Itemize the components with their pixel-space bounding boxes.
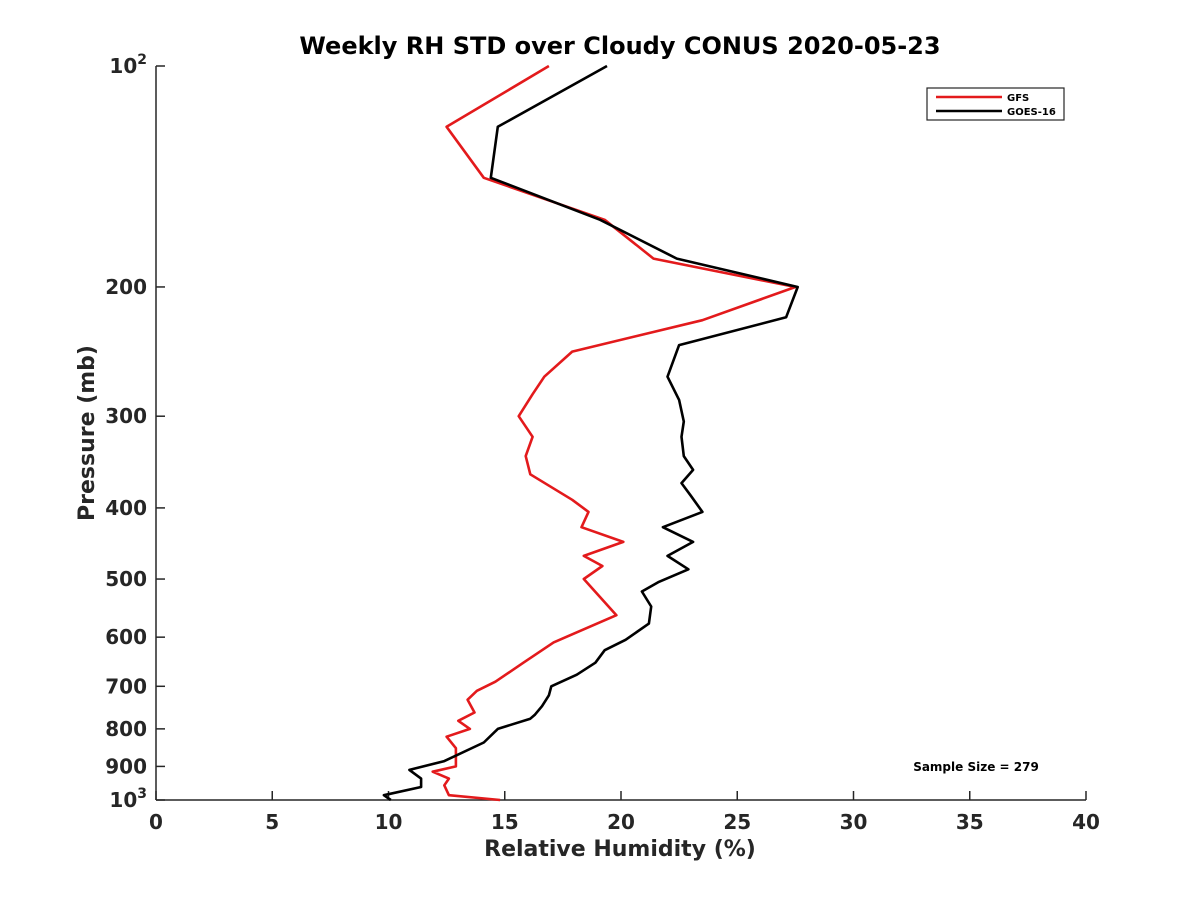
x-tick-label: 5 [265, 810, 279, 834]
x-tick-label: 30 [840, 810, 868, 834]
x-tick-label: 40 [1072, 810, 1100, 834]
series-line-goes16 [382, 64, 800, 802]
y-tick-label: 500 [105, 567, 147, 591]
y-tick-label: 102 [109, 52, 147, 78]
x-tick-label: 25 [723, 810, 751, 834]
x-tick-label: 20 [607, 810, 635, 834]
y-tick-label: 200 [105, 275, 147, 299]
x-ticks: 0 5 10 15 20 25 30 35 40 [149, 791, 1100, 834]
y-tick-exponent: 2 [137, 52, 147, 68]
y-tick-label: 600 [105, 625, 147, 649]
legend-label-goes16: GOES-16 [1007, 107, 1056, 118]
series-layer [382, 64, 800, 802]
x-tick-label: 10 [375, 810, 403, 834]
y-tick-label: 300 [105, 404, 147, 428]
y-tick-label: 103 [109, 786, 147, 812]
plot-area [155, 66, 1086, 801]
y-tick-base: 10 [109, 54, 137, 78]
x-tick-label: 15 [491, 810, 519, 834]
legend: GFS GOES-16 [926, 87, 1065, 121]
y-tick-label: 900 [105, 754, 147, 778]
y-tick-base: 10 [109, 788, 137, 812]
legend-label-gfs: GFS [1007, 93, 1029, 104]
y-tick-label: 400 [105, 496, 147, 520]
sample-size-annotation: Sample Size = 279 [913, 760, 1039, 774]
y-tick-label: 700 [105, 674, 147, 698]
y-tick-label: 800 [105, 717, 147, 741]
series-line-gfs [431, 64, 797, 802]
x-axis-label: Relative Humidity (%) [484, 837, 756, 862]
y-axis-label: Pressure (mb) [75, 345, 100, 521]
x-tick-label: 0 [149, 810, 163, 834]
y-tick-exponent: 3 [137, 786, 147, 802]
x-tick-label: 35 [956, 810, 984, 834]
chart-title: Weekly RH STD over Cloudy CONUS 2020-05-… [299, 32, 940, 60]
legend-box [926, 87, 1065, 121]
